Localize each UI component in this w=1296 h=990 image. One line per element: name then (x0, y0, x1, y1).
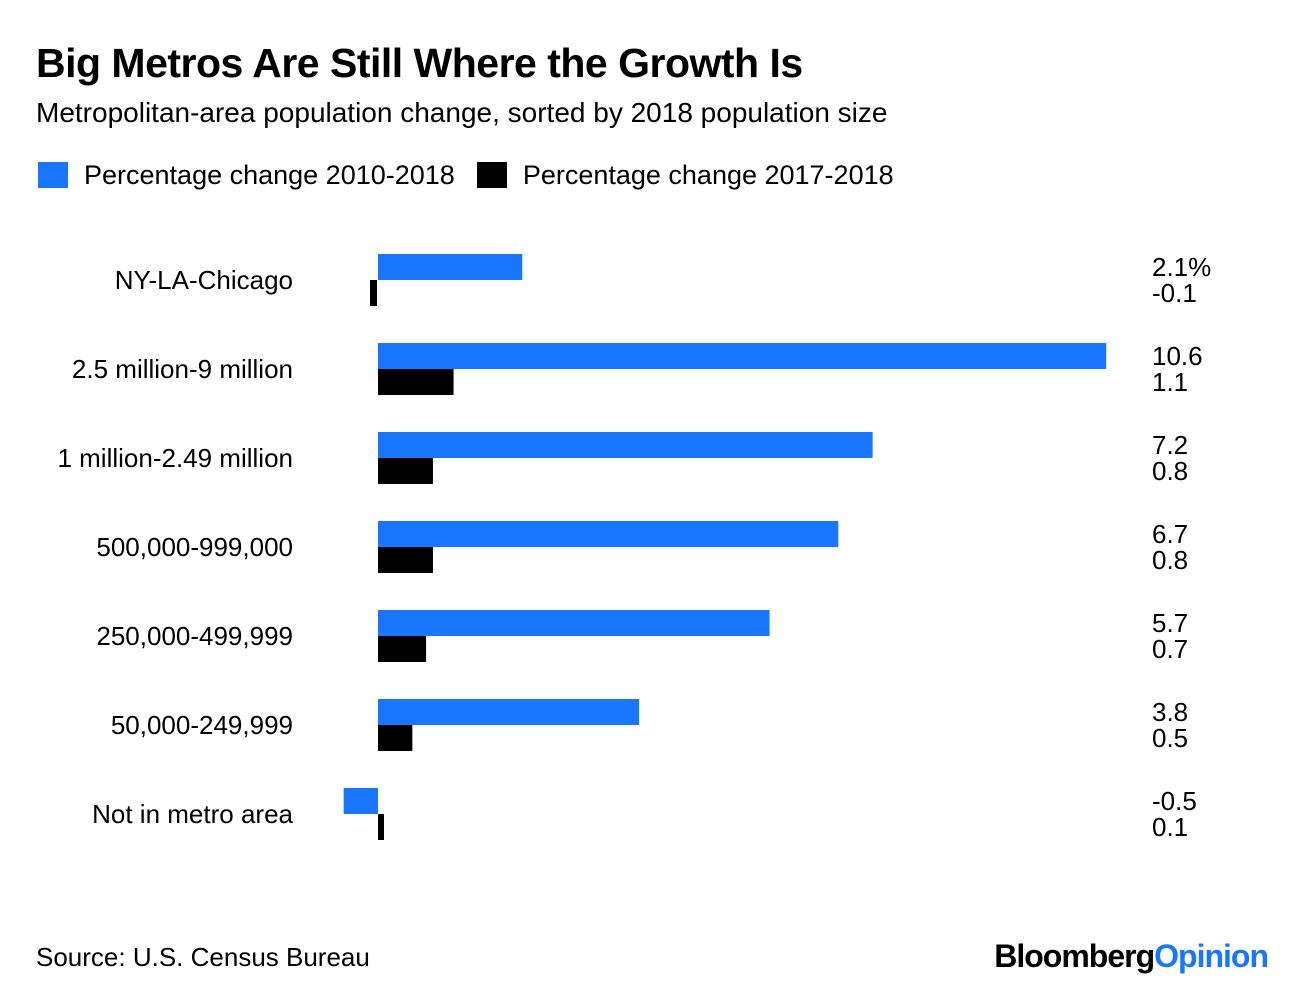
value-label-2010-2018: -0.5 (1152, 786, 1197, 816)
bar-2010-2018 (378, 521, 839, 547)
bar-2010-2018 (378, 610, 770, 636)
legend-item-2010-2018: Percentage change 2010-2018 (38, 160, 455, 191)
legend-label-2010-2018: Percentage change 2010-2018 (84, 159, 455, 190)
bar-2010-2018 (343, 788, 378, 814)
bar-2017-2018 (378, 547, 433, 573)
bar-2017-2018 (378, 814, 384, 840)
bar-2017-2018 (378, 636, 427, 662)
bar-chart: NY-LA-Chicago 2.1%-0.1 2.5 million-9 milli… (57, 252, 1211, 842)
category-label: 500,000-999,000 (96, 532, 293, 562)
legend-item-2017-2018: Percentage change 2017-2018 (476, 159, 894, 191)
value-label-2017-2018: 1.1 (1152, 367, 1188, 397)
value-label-2010-2018: 10.6 (1152, 341, 1203, 371)
legend-label-2017-2018: Percentage change 2017-2018 (522, 159, 894, 190)
bar-2010-2018 (378, 343, 1107, 369)
bar-2010-2018 (378, 254, 523, 280)
value-label-2017-2018: -0.1 (1152, 278, 1197, 308)
value-label-2017-2018: 0.8 (1152, 545, 1188, 575)
category-label: 250,000-499,999 (96, 621, 293, 651)
value-label-2010-2018: 2.1% (1152, 252, 1211, 282)
bar-2017-2018 (370, 280, 377, 306)
category-label: 1 million-2.49 million (57, 443, 293, 473)
value-label-2017-2018: 0.8 (1152, 456, 1188, 486)
value-label-2010-2018: 3.8 (1152, 697, 1188, 727)
value-label-2010-2018: 7.2 (1152, 430, 1188, 460)
category-label: 50,000-249,999 (111, 710, 293, 740)
chart-title: Big Metros Are Still Where the Growth Is (36, 40, 803, 86)
source-note: Source: U.S. Census Bureau (36, 942, 370, 972)
logo-bloomberg: Bloomberg (994, 938, 1155, 974)
bar-2017-2018 (378, 725, 413, 751)
logo-opinion: Opinion (1154, 938, 1269, 974)
value-label-2010-2018: 5.7 (1152, 608, 1188, 638)
bar-2010-2018 (378, 699, 640, 725)
chart-subtitle: Metropolitan-area population change, sor… (36, 97, 888, 128)
category-label: 2.5 million-9 million (72, 354, 293, 384)
category-label: NY-LA-Chicago (115, 265, 293, 295)
bar-2017-2018 (378, 369, 454, 395)
value-label-2017-2018: 0.1 (1152, 812, 1188, 842)
value-label-2017-2018: 0.5 (1152, 723, 1188, 753)
value-label-2010-2018: 6.7 (1152, 519, 1188, 549)
legend: Percentage change 2010-2018 Percentage c… (38, 158, 916, 192)
bar-2017-2018 (378, 458, 433, 484)
bloomberg-opinion-logo: BloombergOpinion (994, 938, 1269, 975)
legend-swatch-blue (38, 162, 68, 188)
bar-2010-2018 (378, 432, 873, 458)
category-label: Not in metro area (92, 799, 293, 829)
legend-swatch-black (476, 162, 507, 188)
value-label-2017-2018: 0.7 (1152, 634, 1188, 664)
